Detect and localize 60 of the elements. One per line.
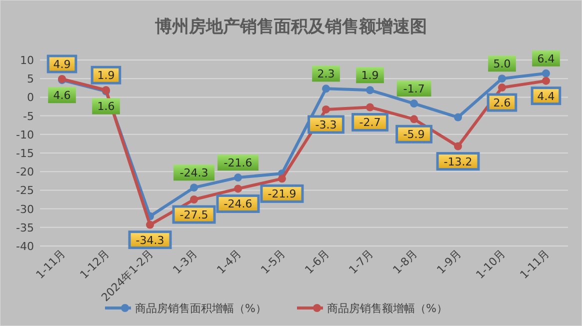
y-tick-label: 10 bbox=[20, 54, 34, 67]
x-tick-label: 1-6月 bbox=[302, 246, 332, 277]
y-tick-label: -5 bbox=[23, 110, 34, 123]
data-label: -2.7 bbox=[359, 116, 381, 130]
point bbox=[322, 105, 330, 114]
data-label: 1.9 bbox=[97, 69, 115, 82]
data-label: -5.9 bbox=[403, 128, 425, 142]
y-tick-label: -40 bbox=[16, 240, 34, 253]
x-tick-label: 1-9月 bbox=[434, 246, 464, 277]
y-tick-label: 5 bbox=[27, 72, 34, 86]
point bbox=[322, 84, 330, 93]
point bbox=[410, 100, 418, 108]
point bbox=[410, 115, 418, 124]
point bbox=[542, 69, 550, 78]
chart-title: 博州房地产销售面积及销售额增速图 bbox=[154, 17, 427, 37]
point bbox=[366, 86, 374, 94]
point bbox=[366, 103, 374, 112]
y-tick-label: -10 bbox=[16, 128, 34, 142]
x-tick-label: 1-3月 bbox=[170, 246, 200, 277]
x-tick-label: 1-5月 bbox=[258, 246, 288, 277]
y-tick-label: -30 bbox=[16, 202, 34, 216]
y-tick-label: -20 bbox=[16, 166, 34, 179]
data-label: -24.3 bbox=[180, 166, 208, 180]
data-label: -27.5 bbox=[180, 208, 208, 222]
point bbox=[542, 76, 550, 85]
point bbox=[454, 113, 462, 122]
point bbox=[234, 174, 242, 182]
data-label: 4.4 bbox=[537, 90, 555, 103]
x-tick-label: 1-7月 bbox=[346, 246, 376, 277]
data-label: 2.3 bbox=[317, 68, 335, 81]
point bbox=[190, 196, 198, 204]
data-label: -3.3 bbox=[315, 118, 337, 132]
point bbox=[190, 184, 198, 192]
point bbox=[146, 220, 154, 229]
y-tick-label: -35 bbox=[16, 221, 34, 234]
point bbox=[234, 184, 242, 193]
data-label: -13.2 bbox=[444, 155, 472, 168]
data-label: 5.0 bbox=[493, 58, 511, 71]
point bbox=[454, 142, 462, 150]
y-tick-label: 0 bbox=[27, 91, 34, 104]
data-label: 4.9 bbox=[53, 58, 71, 71]
data-label: 1.6 bbox=[97, 100, 115, 114]
point bbox=[278, 174, 286, 183]
data-label: -24.6 bbox=[224, 198, 252, 211]
data-label: 2.6 bbox=[493, 96, 511, 110]
data-label: -1.7 bbox=[403, 82, 425, 96]
y-tick-label: -25 bbox=[16, 184, 34, 198]
x-tick-label: 1-4月 bbox=[214, 246, 244, 277]
legend-label: 商品房销售面积增幅（%） bbox=[135, 302, 266, 315]
data-label: -21.6 bbox=[224, 156, 252, 170]
point bbox=[498, 84, 506, 92]
data-label: -21.9 bbox=[268, 188, 296, 201]
x-tick-label: 1-8月 bbox=[390, 246, 420, 277]
data-label: 1.9 bbox=[361, 69, 379, 82]
point bbox=[498, 74, 506, 83]
legend-label: 商品房销售额增幅（%） bbox=[327, 302, 448, 315]
data-label: 6.4 bbox=[537, 52, 555, 66]
data-label: -34.3 bbox=[136, 234, 164, 247]
data-label: 4.6 bbox=[53, 89, 71, 102]
y-tick-label: -15 bbox=[16, 147, 34, 160]
